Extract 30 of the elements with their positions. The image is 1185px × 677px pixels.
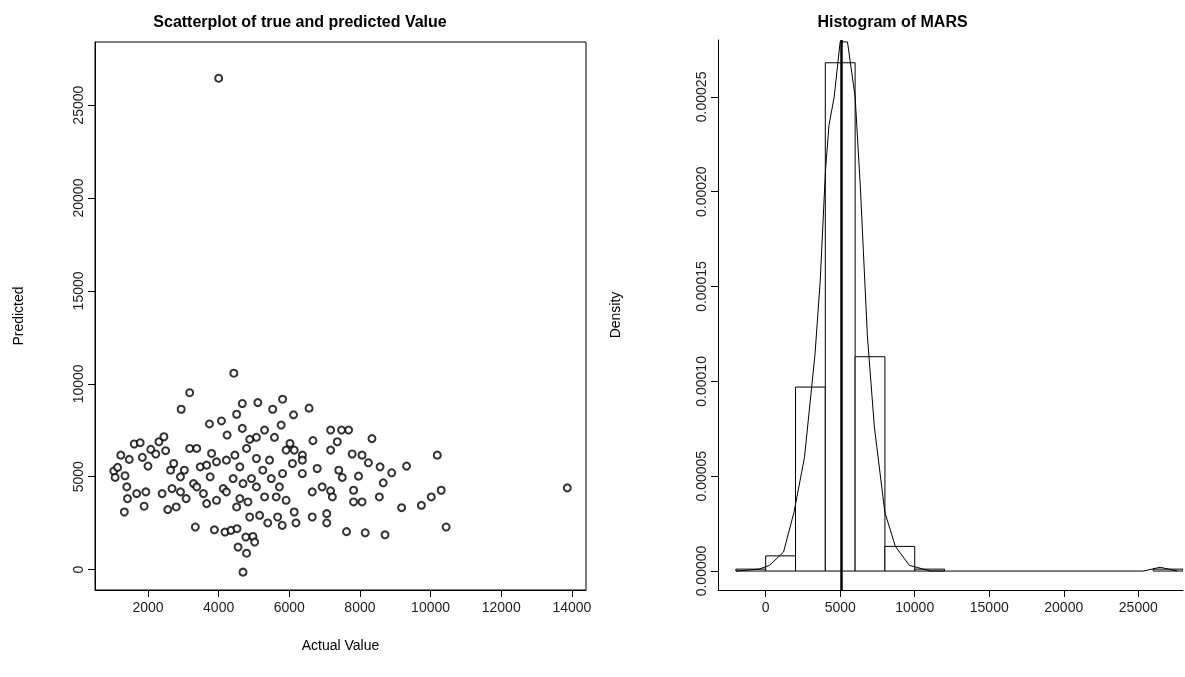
y-tick-label: 15000 [70, 271, 86, 311]
y-axis-title: Predicted [10, 286, 26, 346]
x-tick-label: 15000 [969, 599, 1009, 615]
y-tick-label: 0.00025 [693, 71, 709, 123]
x-tick-label: 12000 [481, 599, 521, 615]
y-tick-label: 0.00010 [693, 355, 709, 407]
x-tick-label: 8000 [344, 599, 376, 615]
x-tick-label: 10000 [895, 599, 935, 615]
y-tick-label: 20000 [70, 178, 86, 218]
chart-title: Scatterplot of true and predicted Value [153, 12, 447, 30]
x-tick-label: 0 [761, 599, 770, 615]
x-tick-label: 4000 [203, 599, 235, 615]
y-tick-label: 0.00005 [693, 450, 709, 502]
x-tick-label: 5000 [824, 599, 856, 615]
y-tick-label: 0.00020 [693, 166, 709, 218]
y-tick-label: 5000 [70, 460, 86, 493]
chart-title: Histogram of MARS [817, 12, 968, 30]
y-tick-label: 10000 [70, 364, 86, 404]
y-tick-label: 0.00000 [693, 545, 709, 597]
x-tick-label: 10000 [411, 599, 451, 615]
y-tick-label: 25000 [70, 85, 86, 125]
x-tick-label: 20000 [1044, 599, 1084, 615]
y-tick-label: 0.00015 [693, 261, 709, 312]
y-tick-label: 0 [70, 565, 86, 574]
y-axis-title: Density [607, 291, 623, 339]
x-tick-label: 2000 [132, 599, 164, 615]
x-tick-label: 6000 [273, 599, 306, 615]
x-axis-title: Actual Value [301, 637, 380, 653]
x-tick-label: 14000 [552, 599, 592, 615]
x-tick-label: 25000 [1118, 599, 1158, 615]
